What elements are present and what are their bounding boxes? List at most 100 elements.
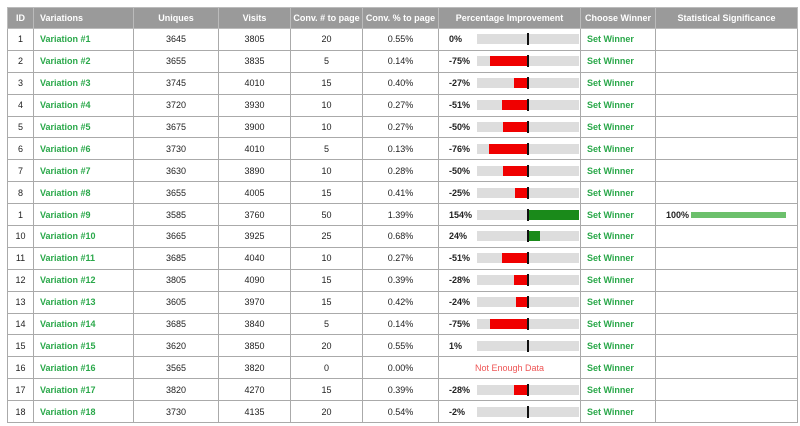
set-winner-link[interactable]: Set Winner	[587, 78, 634, 89]
variation-link[interactable]: Variation #1	[40, 34, 91, 45]
table-row: 1 Variation #9 3585 3760 50 1.39% 154% Set Winn…	[7, 203, 798, 227]
uniques-cell: 3585	[133, 203, 219, 227]
variation-link[interactable]: Variation #13	[40, 297, 96, 308]
id-cell: 17	[7, 378, 34, 402]
improvement-track	[477, 99, 579, 112]
variation-link[interactable]: Variation #14	[40, 319, 96, 330]
variation-link[interactable]: Variation #7	[40, 165, 91, 176]
uniques-cell: 3605	[133, 290, 219, 314]
set-winner-link[interactable]: Set Winner	[587, 56, 634, 67]
set-winner-link[interactable]: Set Winner	[587, 34, 634, 45]
set-winner-link[interactable]: Set Winner	[587, 406, 634, 417]
table-row: 5 Variation #5 3675 3900 10 0.27% -50% Set Winn…	[7, 115, 798, 139]
table-row: 12 Variation #12 3805 4090 15 0.39% -28% Set Wi…	[7, 268, 798, 292]
uniques-cell: 3805	[133, 268, 219, 292]
improvement-cell: -75%	[438, 312, 581, 336]
improvement-label: -28%	[449, 384, 471, 395]
zero-marker	[527, 121, 529, 133]
improvement-bar	[489, 143, 528, 154]
improvement-bar	[501, 253, 528, 264]
set-winner-link[interactable]: Set Winner	[587, 253, 634, 264]
conv-count-cell: 10	[290, 159, 363, 183]
variation-link[interactable]: Variation #2	[40, 56, 91, 67]
variation-link[interactable]: Variation #12	[40, 275, 96, 286]
variation-link[interactable]: Variation #11	[40, 253, 96, 264]
variation-name: Variation #6	[33, 137, 134, 161]
improvement-label: -76%	[449, 143, 471, 154]
uniques-cell: 3685	[133, 312, 219, 336]
improvement-cell: -50%	[438, 159, 581, 183]
set-winner-link[interactable]: Set Winner	[587, 143, 634, 154]
conv-pct-cell: 0.55%	[362, 28, 439, 51]
improvement-cell: -76%	[438, 137, 581, 161]
set-winner-link[interactable]: Set Winner	[587, 275, 634, 286]
variation-name: Variation #15	[33, 334, 134, 358]
significance-bar	[691, 211, 786, 218]
improvement-label: 24%	[449, 231, 468, 242]
variation-link[interactable]: Variation #17	[40, 384, 96, 395]
id-cell: 10	[7, 225, 34, 248]
uniques-cell: 3665	[133, 225, 219, 248]
conv-pct-cell: 0.42%	[362, 290, 439, 314]
column-header: Variations	[33, 7, 134, 29]
table-row: 17 Variation #17 3820 4270 15 0.39% -28% Set Wi…	[7, 378, 798, 402]
variation-link[interactable]: Variation #8	[40, 187, 91, 198]
improvement-cell: -24%	[438, 290, 581, 314]
variation-name: Variation #9	[33, 203, 134, 227]
improvement-bar	[513, 275, 528, 286]
improvement-track	[477, 55, 579, 68]
improvement-track	[477, 186, 579, 199]
significance-cell	[655, 71, 798, 95]
variation-link[interactable]: Variation #4	[40, 100, 91, 111]
set-winner-link[interactable]: Set Winner	[587, 231, 634, 242]
set-winner-link[interactable]: Set Winner	[587, 100, 634, 111]
column-header: Conv. # to page	[290, 7, 363, 29]
table-row: 11 Variation #11 3685 4040 10 0.27% -51% Set Wi…	[7, 246, 798, 270]
set-winner-link[interactable]: Set Winner	[587, 209, 634, 220]
improvement-track	[477, 252, 579, 265]
conv-pct-cell: 0.14%	[362, 312, 439, 336]
choose-winner-cell: Set Winner	[580, 49, 656, 73]
significance-cell	[655, 312, 798, 336]
variation-link[interactable]: Variation #15	[40, 340, 96, 351]
id-cell: 8	[7, 181, 34, 205]
variation-link[interactable]: Variation #3	[40, 78, 91, 89]
improvement-bar	[502, 122, 528, 132]
set-winner-link[interactable]: Set Winner	[587, 362, 634, 373]
set-winner-link[interactable]: Set Winner	[587, 165, 634, 176]
visits-cell: 3930	[218, 93, 291, 117]
improvement-bar	[514, 78, 528, 89]
variation-name: Variation #1	[33, 28, 134, 51]
variation-link[interactable]: Variation #6	[40, 143, 91, 154]
variation-link[interactable]: Variation #16	[40, 362, 96, 373]
visits-cell: 3925	[218, 225, 291, 248]
set-winner-link[interactable]: Set Winner	[587, 297, 634, 308]
zero-marker	[527, 318, 529, 331]
conv-pct-cell: 0.27%	[362, 93, 439, 117]
improvement-label: -2%	[449, 406, 466, 417]
improvement-cell: 1%	[438, 334, 581, 358]
choose-winner-cell: Set Winner	[580, 268, 656, 292]
set-winner-link[interactable]: Set Winner	[587, 319, 634, 330]
variation-link[interactable]: Variation #9	[40, 209, 91, 220]
variation-link[interactable]: Variation #5	[40, 122, 91, 132]
variation-link[interactable]: Variation #10	[40, 231, 96, 242]
column-header: Conv. % to page	[362, 7, 439, 29]
set-winner-link[interactable]: Set Winner	[587, 384, 634, 395]
improvement-bar	[489, 56, 528, 67]
visits-cell: 4010	[218, 137, 291, 161]
variation-link[interactable]: Variation #18	[40, 406, 96, 417]
set-winner-link[interactable]: Set Winner	[587, 340, 634, 351]
set-winner-link[interactable]: Set Winner	[587, 187, 634, 198]
id-cell: 14	[7, 312, 34, 336]
improvement-track	[477, 208, 579, 221]
improvement-track	[477, 383, 579, 396]
uniques-cell: 3730	[133, 400, 219, 424]
variation-name: Variation #4	[33, 93, 134, 117]
variation-name: Variation #8	[33, 181, 134, 205]
id-cell: 13	[7, 290, 34, 314]
variation-name: Variation #12	[33, 268, 134, 292]
set-winner-link[interactable]: Set Winner	[587, 122, 634, 132]
conv-count-cell: 15	[290, 71, 363, 95]
visits-cell: 3900	[218, 115, 291, 139]
